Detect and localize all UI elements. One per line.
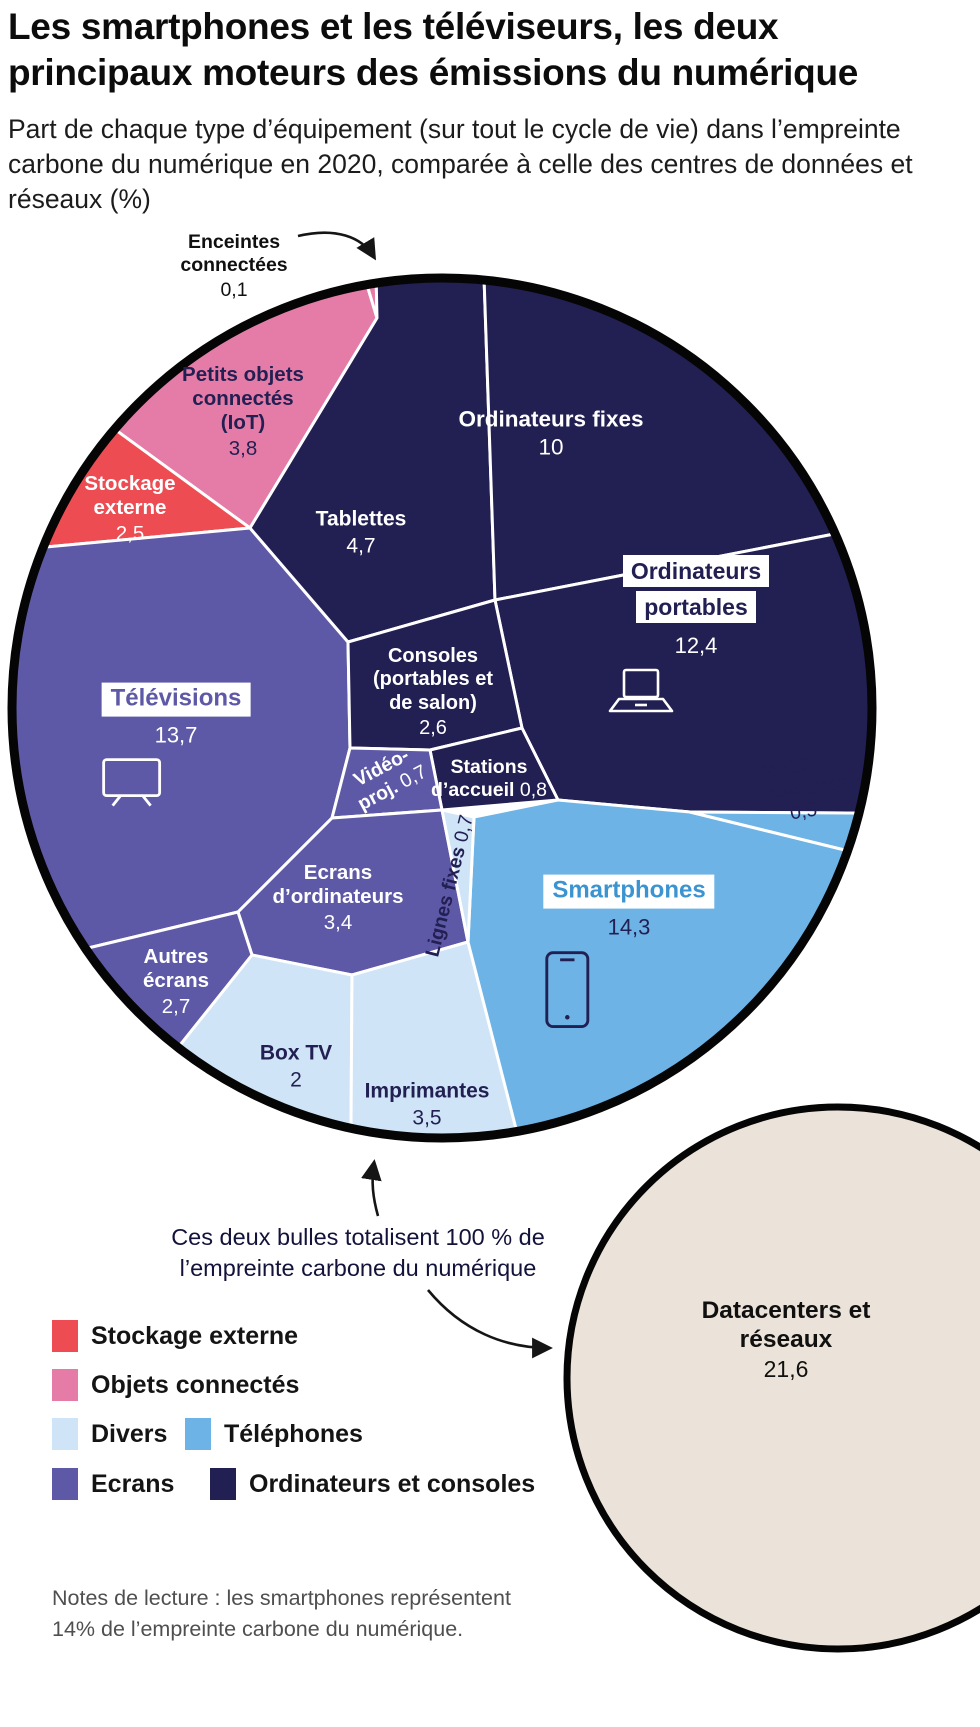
segment-value: 0,8 [519,779,547,801]
legend-item-telephones: Téléphones [185,1418,363,1450]
segment-value: 4,7 [346,534,376,557]
label-tablettes: Tablettes 4,7 [296,507,426,558]
segment-name: Imprimantes [364,1079,490,1103]
segment-name: Télévisions [101,682,251,717]
legend-swatch [185,1418,211,1450]
legend-label: Ordinateurs et consoles [249,1469,536,1498]
segment-value: 2,6 [419,717,447,740]
label-enceintes-connectees: Enceintes connectées 0,1 [173,231,295,301]
label-consoles: Consoles (portables et de salon) 2,6 [365,645,501,741]
segment-name: Stations d’accueil [431,756,528,801]
label-autres-ecrans: Autres écrans 2,7 [130,945,222,1019]
annotation-arrows [297,231,553,1359]
legend-swatch [52,1369,78,1401]
segment-value: 14,3 [607,914,651,940]
label-ordinateurs-fixes: Ordinateurs fixes 10 [436,407,666,462]
segment-name: Ordinateurs fixes [458,406,644,432]
legend-label: Ecrans [91,1469,175,1498]
segment-name: Enceintes connectées [180,230,288,276]
laptop-icon [606,668,786,714]
arrow-to-datacenters-bubble [426,1289,553,1359]
legend-swatch [52,1468,78,1500]
legend-label: Stockage externe [91,1321,299,1350]
segment-value: 2,7 [161,994,191,1018]
label-televisions: Télévisions 13,7 [101,682,251,808]
segment-name: Smartphones [543,874,715,909]
legend-label: Téléphones [224,1419,363,1448]
legend-item-stockage-externe: Stockage externe [52,1320,298,1352]
segment-value: 3,8 [228,436,258,460]
smartphone-icon [543,949,714,1029]
segment-value: 2 [290,1068,302,1091]
segment-name: Petits objets connectés (IoT) [182,363,304,434]
segment-name: Ecrans d’ordinateurs [272,861,404,909]
label-imprimantes: Imprimantes 3,5 [352,1079,502,1130]
segment-name: Box TV [259,1041,333,1065]
bubble-value: 21,6 [763,1356,809,1383]
bubbles-total-annotation: Ces deux bulles totalisent 100 % de l’em… [171,1223,545,1281]
segment-value: 3,5 [412,1106,442,1129]
legend-item-ordinateurs-consoles: Ordinateurs et consoles [210,1468,535,1500]
main-bubble-outline [7,273,877,1143]
legend-item-divers: Divers [52,1418,167,1450]
label-ordinateurs-portables: Ordinateurs portables 12,4 [606,554,786,714]
legend-label: Objets connectés [91,1370,300,1399]
segment-name: Ordinateurs portables [622,554,770,623]
arrow-to-enceintes [297,231,377,261]
label-stockage-externe: Stockage externe 2,5 [77,472,183,546]
legend-swatch [52,1418,78,1450]
segment-value: 0,5 [788,798,819,825]
segment-lignes-fixes [440,808,476,944]
arrow-to-main-bubble [361,1159,382,1217]
label-stations-accueil: Stations d’accueil 0,8 [425,756,553,802]
segment-value: 0,1 [220,278,248,301]
reading-notes: Notes de lecture : les smartphones repré… [52,1586,511,1641]
tv-icon [102,757,251,807]
label-ecrans-ordinateurs: Ecrans d’ordinateurs 3,4 [272,861,404,935]
bubble-name: Datacenters et réseaux [701,1296,871,1353]
legend-label: Divers [91,1419,168,1448]
label-datacenters: Datacenters et réseaux 21,6 [686,1297,886,1383]
legend-item-ecrans: Ecrans [52,1468,174,1500]
page-title: Les smartphones et les téléviseurs, les … [8,6,859,93]
segment-value: 10 [538,435,564,460]
page-subtitle: Part de chaque type d’équipement (sur to… [8,114,913,215]
segment-name: Tablettes [315,507,407,531]
segment-value: 13,7 [154,722,198,748]
segment-name: Autres écrans [142,945,210,993]
segment-value: 2,5 [115,521,145,545]
segment-value: 12,4 [674,633,718,659]
datacenters-bubble [563,1103,980,1653]
label-smartphones: Smartphones 14,3 [543,874,715,1030]
label-petits-objets-connectes: Petits objets connectés (IoT) 3,8 [176,363,310,461]
label-box-tv: Box TV 2 [241,1041,351,1092]
legend-swatch [52,1320,78,1352]
legend-item-objets-connectes: Objets connectés [52,1369,299,1401]
segment-name: Consoles (portables et de salon) [372,645,494,714]
segment-value: 3,4 [323,910,353,934]
legend-swatch [210,1468,236,1500]
segment-name: Stockage externe [84,472,176,520]
